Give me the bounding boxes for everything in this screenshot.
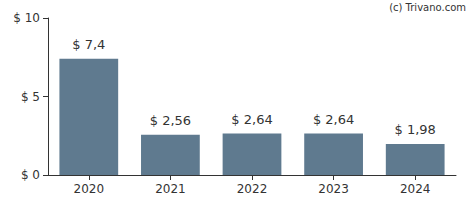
svg-text:$ 2,64: $ 2,64 <box>231 112 272 127</box>
svg-text:2022: 2022 <box>237 182 268 196</box>
svg-text:2021: 2021 <box>155 182 186 196</box>
svg-text:$ 7,4: $ 7,4 <box>72 37 105 52</box>
svg-text:$ 5: $ 5 <box>21 90 40 104</box>
svg-text:(c) Trivano.com: (c) Trivano.com <box>389 2 466 13</box>
svg-text:$ 10: $ 10 <box>13 11 40 25</box>
svg-text:2023: 2023 <box>318 182 349 196</box>
svg-text:$ 0: $ 0 <box>21 168 40 182</box>
svg-text:2020: 2020 <box>74 182 105 196</box>
svg-text:$ 2,64: $ 2,64 <box>313 112 354 127</box>
svg-text:$ 1,98: $ 1,98 <box>395 122 436 137</box>
svg-text:2024: 2024 <box>400 182 431 196</box>
svg-text:$ 2,56: $ 2,56 <box>150 113 191 128</box>
